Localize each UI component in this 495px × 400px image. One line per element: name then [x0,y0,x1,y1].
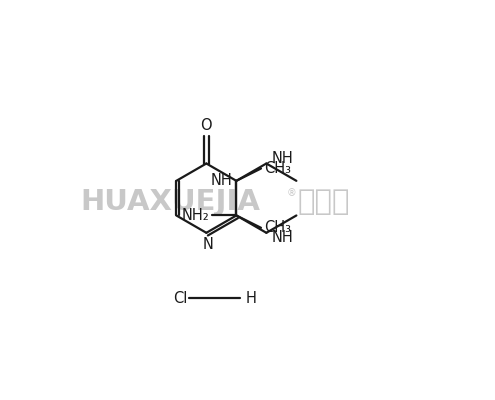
Text: NH₂: NH₂ [182,208,209,223]
Text: CH₃: CH₃ [264,220,291,235]
Text: CH₃: CH₃ [264,161,291,176]
Text: Cl: Cl [173,291,188,306]
Text: NH: NH [272,230,294,245]
Text: NH: NH [272,151,294,166]
Text: NH: NH [211,173,233,188]
Text: HUAXUEJIA: HUAXUEJIA [80,188,260,216]
Text: ®: ® [287,188,296,198]
Text: H: H [246,291,256,306]
Text: O: O [200,118,212,133]
Text: N: N [202,237,213,252]
Text: 化学加: 化学加 [298,188,350,216]
